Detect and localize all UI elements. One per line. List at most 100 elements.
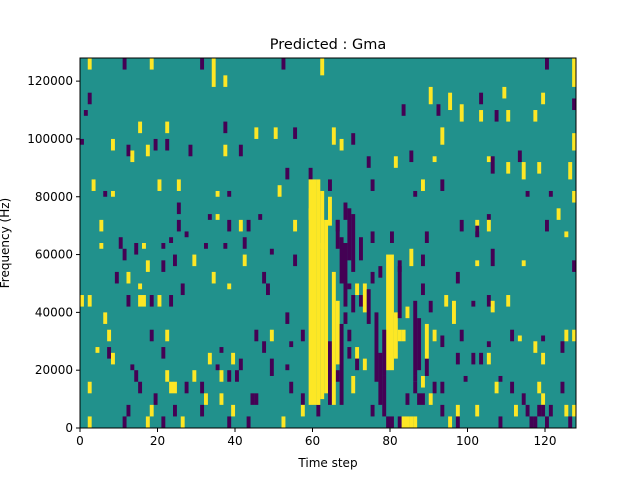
heatmap-cell: [475, 225, 480, 238]
heatmap-cell: [479, 110, 484, 122]
heatmap-cell: [204, 243, 208, 249]
heatmap-cell: [479, 92, 484, 105]
y-tick-label: 40000: [35, 305, 73, 319]
heatmap-cell: [219, 393, 224, 405]
x-tick-label: 20: [150, 434, 165, 448]
heatmap-cell: [413, 190, 418, 197]
heatmap-cell: [223, 121, 228, 134]
heatmap-cell: [223, 144, 228, 157]
heatmap-cell: [529, 416, 534, 428]
heatmap-cell: [390, 231, 394, 243]
heatmap-cell: [223, 75, 228, 87]
heatmap-cell: [169, 237, 174, 243]
heatmap-cell: [374, 312, 379, 382]
heatmap-cell: [572, 329, 577, 342]
chart-title: Predicted : Gma: [270, 37, 386, 53]
heatmap-cell: [219, 370, 224, 382]
heatmap-cell: [180, 283, 185, 296]
heatmap-cell: [114, 271, 119, 284]
heatmap-cell: [153, 393, 158, 405]
heatmap-cell: [413, 381, 418, 394]
heatmap-cell: [285, 312, 290, 324]
heatmap-cell: [215, 364, 220, 371]
heatmap-cell: [521, 393, 526, 405]
heatmap-cell: [355, 358, 360, 371]
heatmap-cell: [145, 416, 150, 428]
heatmap-cell: [541, 404, 546, 417]
heatmap-cell: [537, 404, 542, 417]
heatmap-cell: [370, 404, 375, 417]
heatmap-cell: [432, 381, 437, 394]
heatmap-cell: [165, 370, 170, 382]
x-tick-label: 120: [534, 434, 557, 448]
heatmap-cell: [130, 364, 135, 371]
heatmap-cell: [545, 219, 549, 232]
heatmap-cell: [111, 138, 115, 151]
heatmap-cell: [440, 381, 445, 394]
heatmap-cell: [413, 300, 418, 376]
heatmap-cell: [421, 375, 425, 388]
heatmap-cell: [479, 352, 484, 365]
heatmap-cell: [211, 271, 216, 284]
heatmap-cell: [107, 329, 112, 342]
heatmap-cell: [328, 179, 332, 191]
heatmap-cell: [238, 219, 243, 232]
heatmap-cell: [494, 110, 499, 122]
heatmap-cell: [486, 156, 491, 163]
heatmap-cell: [440, 179, 445, 191]
heatmap-cell: [541, 92, 546, 105]
heatmap-cell: [211, 58, 216, 87]
heatmap-cell: [525, 404, 530, 417]
heatmap-cell: [328, 341, 332, 405]
heatmap-cell: [440, 404, 445, 417]
heatmap-cell: [111, 352, 115, 365]
y-axis-label: Frequency (Hz): [0, 198, 12, 289]
heatmap-cell: [498, 416, 503, 428]
heatmap-cell: [560, 381, 565, 394]
heatmap-cell: [134, 370, 139, 382]
heatmap-cell: [83, 110, 88, 116]
heatmap-cell: [390, 254, 394, 371]
heatmap-cell: [568, 416, 573, 428]
heatmap-cell: [490, 300, 495, 313]
heatmap-cell: [87, 58, 92, 70]
heatmap-cell: [428, 300, 433, 313]
heatmap-cell: [215, 214, 220, 220]
heatmap-cell: [548, 404, 553, 417]
heatmap-cell: [343, 312, 348, 324]
heatmap-cell: [324, 219, 329, 394]
heatmap-cell: [393, 312, 398, 359]
heatmap-cell: [506, 110, 511, 122]
heatmap-cell: [308, 167, 313, 180]
heatmap-cell: [556, 208, 561, 220]
heatmap-cell: [370, 179, 375, 191]
heatmap-cell: [103, 190, 108, 197]
heatmap-cell: [397, 416, 402, 428]
heatmap-cell: [223, 243, 228, 249]
heatmap-cell: [184, 381, 189, 394]
x-axis-label: Time step: [297, 456, 357, 470]
heatmap-cell: [517, 150, 522, 163]
heatmap-cell: [293, 254, 298, 267]
heatmap-cell: [235, 370, 239, 382]
heatmap-cell: [300, 404, 305, 417]
x-axis: 0 20 40 60 80 100 120: [76, 428, 556, 448]
heatmap-cell: [378, 352, 383, 405]
heatmap-cell: [242, 254, 247, 267]
heatmap-cell: [281, 416, 286, 428]
heatmap-cell: [455, 352, 460, 365]
heatmap-cell: [572, 404, 577, 417]
heatmap-cell: [355, 347, 360, 359]
heatmap-cell: [409, 150, 414, 163]
heatmap-cell: [572, 190, 577, 203]
heatmap-cell: [405, 416, 410, 428]
heatmap-cell: [502, 86, 507, 99]
heatmap-cell: [126, 144, 131, 157]
heatmap-cell: [490, 156, 495, 174]
heatmap-cell: [215, 190, 220, 197]
heatmap-cell: [475, 404, 480, 417]
heatmap-cell: [157, 179, 162, 191]
heatmap-cell: [300, 329, 305, 342]
y-axis: 0 20000 40000 60000 80000 100000 120000: [27, 74, 80, 435]
heatmap-cell: [173, 254, 177, 267]
